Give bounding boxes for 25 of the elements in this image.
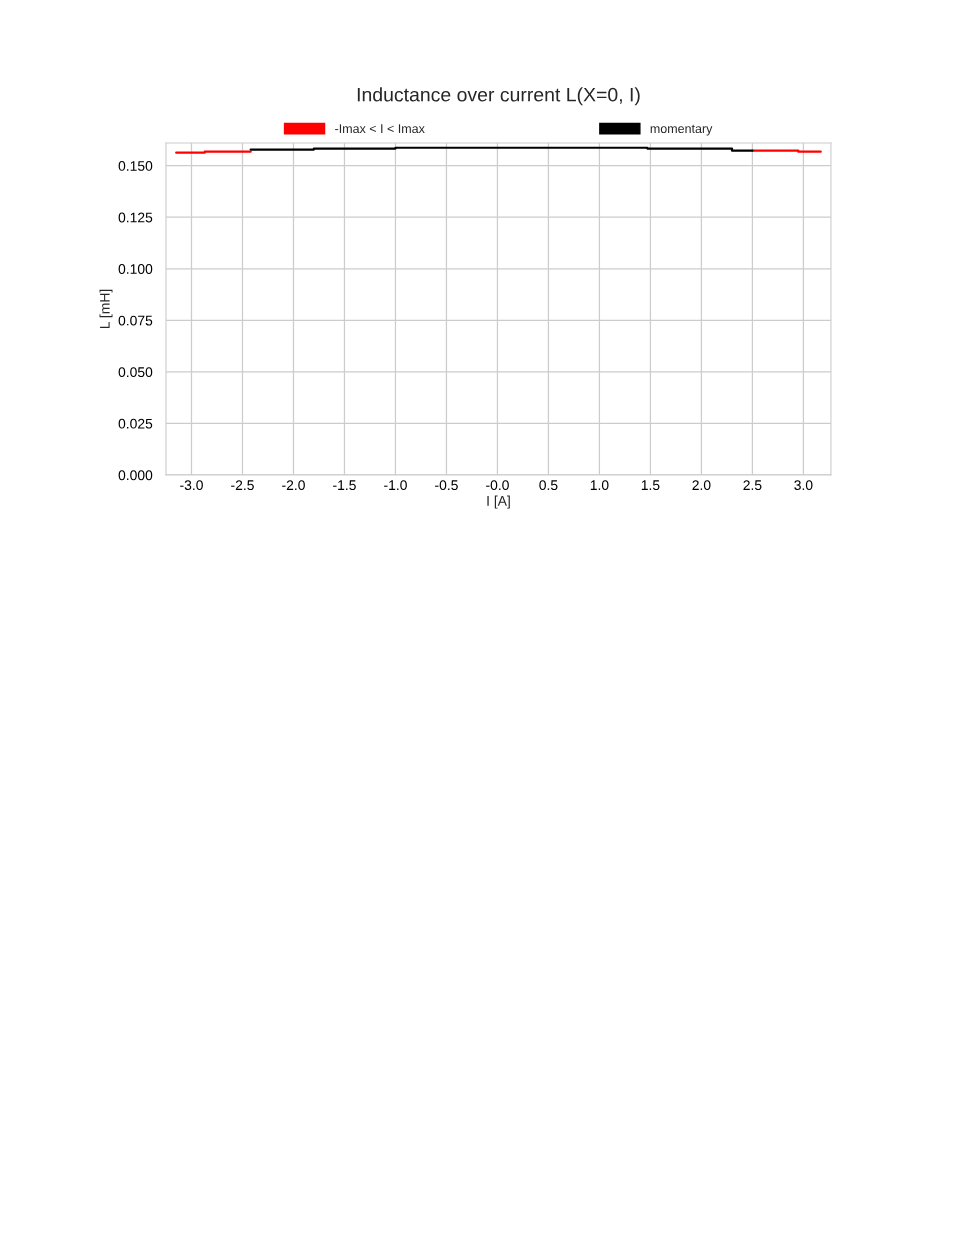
x-tick-label: 0.5: [539, 480, 558, 491]
y-tick-label: 0.000: [118, 470, 153, 481]
y-axis-title: L [mH]: [99, 289, 113, 329]
y-tick-label: 0.125: [118, 212, 153, 223]
x-axis-title: I [A]: [487, 495, 510, 509]
x-tick-label: 2.0: [692, 480, 711, 491]
y-tick-label: 0.025: [118, 418, 153, 429]
x-tick-label: -3.0: [180, 480, 203, 491]
y-tick-label: 0.100: [118, 264, 153, 274]
x-tick-label: 2.5: [743, 480, 762, 491]
x-tick-label: -0.5: [435, 480, 458, 491]
y-tick-label: 0.075: [118, 315, 153, 326]
y-tick-label: 0.050: [118, 367, 153, 378]
y-tick-label: 0.150: [118, 161, 153, 171]
x-tick-label: -2.5: [231, 480, 254, 491]
x-tick-label: -0.0: [486, 480, 509, 491]
x-tick-label: -1.5: [333, 480, 356, 491]
x-tick-label: -1.0: [384, 480, 407, 491]
x-tick-label: 1.5: [641, 480, 660, 491]
x-tick-label: -2.0: [282, 480, 305, 491]
x-tick-label: 3.0: [794, 480, 813, 491]
legend-label: momentary: [650, 124, 713, 136]
x-tick-label: 1.0: [590, 480, 609, 491]
legend-label: -Imax < I < Imax: [335, 124, 425, 134]
chart-title: Inductance over current L(X=0, I): [357, 87, 640, 106]
